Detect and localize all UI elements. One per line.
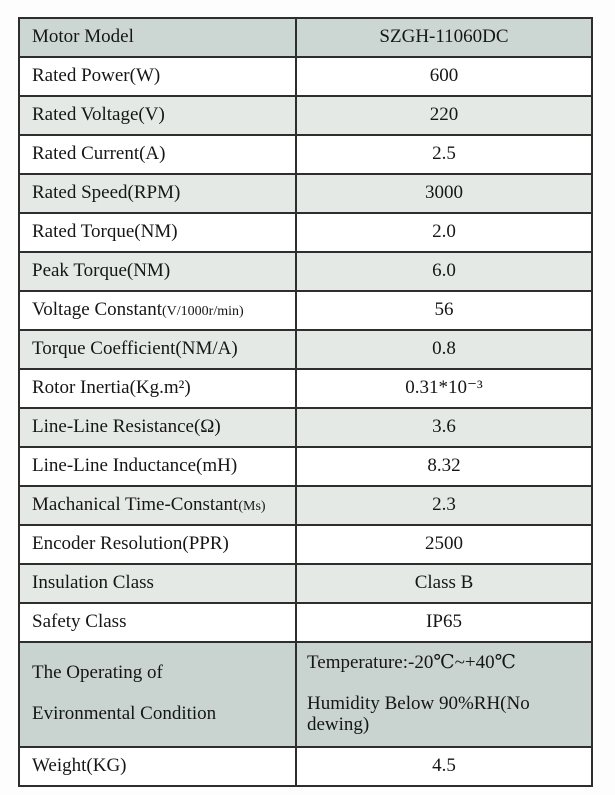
table-row: Motor Model SZGH-11060DC bbox=[18, 17, 593, 58]
spec-label: Rotor Inertia(Kg.m²) bbox=[32, 377, 191, 399]
spec-label-cell: Motor Model bbox=[18, 17, 297, 58]
spec-value-cell: IP65 bbox=[295, 602, 593, 643]
spec-label: Encoder Resolution(PPR) bbox=[32, 533, 229, 555]
spec-label-cell: Rotor Inertia(Kg.m²) bbox=[18, 368, 297, 409]
table-row: Rated Voltage(V) 220 bbox=[18, 95, 593, 136]
spec-label-cell: Rated Voltage(V) bbox=[18, 95, 297, 136]
table-row: Torque Coefficient(NM/A) 0.8 bbox=[18, 329, 593, 370]
spec-label: Line-Line Inductance(mH) bbox=[32, 455, 238, 477]
spec-label-cell: The Operating of Evironmental Condition bbox=[18, 641, 297, 748]
table-row: Safety Class IP65 bbox=[18, 602, 593, 643]
spec-label: Rated Torque(NM) bbox=[32, 221, 178, 243]
table-row: Rotor Inertia(Kg.m²) 0.31*10⁻³ bbox=[18, 368, 593, 409]
spec-label-unit: (V/1000r/min) bbox=[162, 304, 244, 320]
spec-value-cell: 8.32 bbox=[295, 446, 593, 487]
spec-label: Line-Line Resistance(Ω) bbox=[32, 416, 221, 438]
spec-value-cell: 0.8 bbox=[295, 329, 593, 370]
table-row: Weight(KG) 4.5 bbox=[18, 745, 593, 787]
spec-value-cell: 0.31*10⁻³ bbox=[295, 368, 593, 409]
spec-value-cell: 3.6 bbox=[295, 407, 593, 448]
spec-value-cell: 2.3 bbox=[295, 485, 593, 526]
table-row: Peak Torque(NM) 6.0 bbox=[18, 251, 593, 292]
spec-label: Machanical Time-Constant bbox=[32, 494, 239, 516]
spec-label: Peak Torque(NM) bbox=[32, 260, 171, 282]
table-row: Rated Power(W) 600 bbox=[18, 56, 593, 97]
spec-label-cell: Line-Line Resistance(Ω) bbox=[18, 407, 297, 448]
table-row: Insulation Class Class B bbox=[18, 563, 593, 604]
spec-label-cell: Insulation Class bbox=[18, 563, 297, 604]
table-row: Rated Speed(RPM) 3000 bbox=[18, 173, 593, 214]
spec-label: Insulation Class bbox=[32, 572, 154, 594]
spec-label: Safety Class bbox=[32, 611, 127, 633]
spec-value-cell: 6.0 bbox=[295, 251, 593, 292]
spec-label-cell: Rated Current(A) bbox=[18, 134, 297, 175]
spec-value-cell: 220 bbox=[295, 95, 593, 136]
spec-label-cell: Peak Torque(NM) bbox=[18, 251, 297, 292]
table-row: Line-Line Inductance(mH) 8.32 bbox=[18, 446, 593, 487]
table-row: Rated Current(A) 2.5 bbox=[18, 134, 593, 175]
table-row: Machanical Time-Constant(Ms) 2.3 bbox=[18, 485, 593, 526]
spec-label: Rated Speed(RPM) bbox=[32, 182, 181, 204]
motor-spec-table: Motor Model SZGH-11060DC Rated Power(W) … bbox=[18, 17, 593, 787]
spec-label-cell: Machanical Time-Constant(Ms) bbox=[18, 485, 297, 526]
spec-label: Motor Model bbox=[32, 26, 134, 48]
spec-value-cell: 2500 bbox=[295, 524, 593, 565]
spec-value-cell: 2.5 bbox=[295, 134, 593, 175]
table-row-environmental: The Operating of Evironmental Condition … bbox=[18, 641, 593, 748]
spec-value-cell: 600 bbox=[295, 56, 593, 97]
table-row: Line-Line Resistance(Ω) 3.6 bbox=[18, 407, 593, 448]
spec-label: Rated Voltage(V) bbox=[32, 104, 165, 126]
spec-label-cell: Line-Line Inductance(mH) bbox=[18, 446, 297, 487]
spec-value-cell: SZGH-11060DC bbox=[295, 17, 593, 58]
spec-value-cell: Class B bbox=[295, 563, 593, 604]
spec-value-cell: 56 bbox=[295, 290, 593, 331]
spec-value-line1: Temperature:-20℃~+40℃ bbox=[307, 652, 516, 673]
spec-label: Voltage Constant bbox=[32, 299, 163, 321]
spec-label-cell: Rated Speed(RPM) bbox=[18, 173, 297, 214]
spec-label: Weight(KG) bbox=[32, 754, 127, 776]
spec-label-line2: Evironmental Condition bbox=[32, 703, 217, 725]
spec-label: Torque Coefficient(NM/A) bbox=[32, 338, 238, 360]
table-row: Rated Torque(NM) 2.0 bbox=[18, 212, 593, 253]
table-row: Encoder Resolution(PPR) 2500 bbox=[18, 524, 593, 565]
spec-label-line1: The Operating of bbox=[32, 662, 163, 684]
spec-label-cell: Rated Power(W) bbox=[18, 56, 297, 97]
spec-value-cell: 4.5 bbox=[295, 745, 593, 787]
spec-value-cell: 2.0 bbox=[295, 212, 593, 253]
spec-value-line2: Humidity Below 90%RH(No dewing) bbox=[307, 692, 530, 735]
spec-label-cell: Safety Class bbox=[18, 602, 297, 643]
spec-label-cell: Weight(KG) bbox=[18, 745, 297, 787]
spec-label: Rated Power(W) bbox=[32, 65, 161, 87]
spec-label-cell: Encoder Resolution(PPR) bbox=[18, 524, 297, 565]
spec-label: Rated Current(A) bbox=[32, 143, 166, 165]
spec-label-cell: Rated Torque(NM) bbox=[18, 212, 297, 253]
table-row: Voltage Constant(V/1000r/min) 56 bbox=[18, 290, 593, 331]
spec-label-cell: Voltage Constant(V/1000r/min) bbox=[18, 290, 297, 331]
spec-value-cell: Temperature:-20℃~+40℃ Humidity Below 90%… bbox=[295, 641, 593, 748]
spec-label-cell: Torque Coefficient(NM/A) bbox=[18, 329, 297, 370]
spec-label-unit: (Ms) bbox=[238, 499, 266, 515]
spec-value-cell: 3000 bbox=[295, 173, 593, 214]
